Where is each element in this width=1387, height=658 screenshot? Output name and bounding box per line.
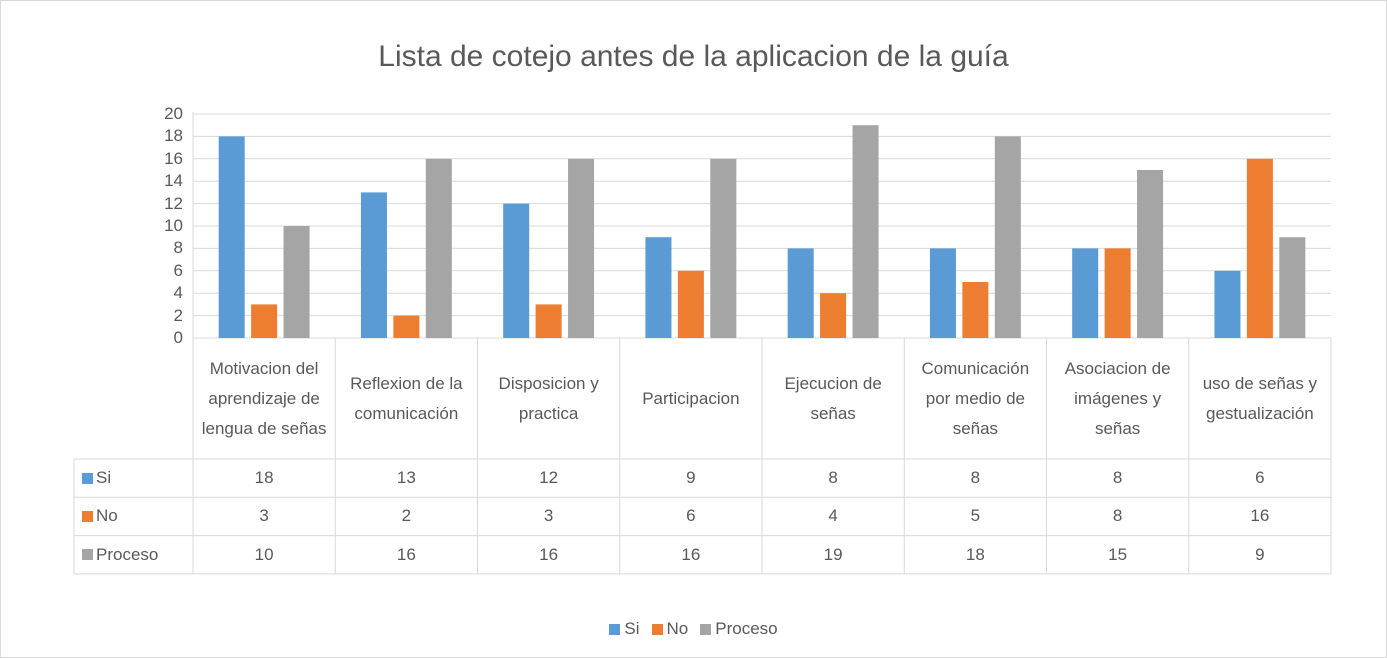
legend-item: No	[651, 617, 689, 641]
bar	[994, 136, 1021, 338]
bar	[535, 304, 562, 338]
x-tick-label: Reflexion de la comunicación	[350, 373, 463, 423]
table-value: 4	[828, 506, 838, 526]
table-value: 16	[539, 544, 559, 564]
table-value: 9	[686, 468, 696, 488]
table-value: 16	[396, 544, 416, 564]
table-value: 9	[1255, 544, 1265, 564]
table-value: 2	[401, 506, 412, 526]
bar	[360, 192, 387, 338]
bar	[962, 282, 989, 338]
x-tick-label: Disposicion y practica	[498, 373, 599, 423]
bar	[251, 304, 278, 338]
table-value: 18	[965, 544, 985, 564]
y-tick-label: 10	[164, 216, 183, 235]
table-value: 8	[828, 468, 838, 488]
table-value: 15	[1108, 544, 1128, 564]
table-row-header: Si	[82, 466, 111, 490]
bar	[393, 315, 420, 338]
bar	[677, 270, 704, 338]
table-value: 8	[1112, 506, 1123, 526]
bar	[425, 158, 452, 338]
bar	[1137, 170, 1164, 338]
x-tick-label: Motivacion del aprendizaje de lengua de …	[201, 358, 327, 438]
legend-item: Proceso	[700, 617, 778, 641]
table-value: 16	[681, 544, 701, 564]
table-value: 6	[686, 506, 696, 526]
chart-title: Lista de cotejo antes de la aplicacion d…	[378, 40, 1009, 73]
table-series-name: Proceso	[96, 544, 159, 564]
bar	[503, 203, 530, 338]
table-value: 10	[254, 544, 274, 564]
table-value: 5	[970, 506, 981, 526]
y-tick-label: 6	[173, 260, 183, 280]
legend: Si No Proceso	[1, 617, 1386, 641]
x-tick-label: Participacion	[642, 388, 740, 408]
legend-swatch	[609, 623, 621, 635]
table-value: 12	[539, 468, 559, 488]
bar	[218, 136, 245, 338]
bar	[929, 248, 956, 338]
legend-label: Proceso	[715, 619, 778, 638]
bar	[283, 226, 310, 338]
legend-swatch	[651, 623, 663, 635]
legend-item: Si	[609, 617, 640, 641]
y-tick-label: 8	[173, 238, 183, 258]
y-tick-label: 2	[173, 305, 183, 325]
y-tick-label: 4	[173, 283, 183, 303]
bar	[820, 293, 847, 338]
legend-swatch	[82, 549, 93, 561]
bar	[787, 248, 814, 338]
y-tick-label: 18	[164, 126, 183, 146]
bar	[568, 158, 595, 338]
bar	[1214, 270, 1241, 338]
table-row-header: Proceso	[82, 543, 158, 567]
table-series-name: No	[96, 506, 118, 526]
table-value: 3	[543, 506, 554, 526]
y-tick-label: 12	[164, 193, 183, 213]
y-tick-label: 16	[164, 148, 183, 168]
legend-label: Si	[624, 619, 640, 638]
x-tick-label: Comunicación por medio de señas	[921, 358, 1030, 438]
bar	[1104, 248, 1131, 338]
x-tick-label: Ejecucion de señas	[784, 373, 882, 423]
legend-label: No	[666, 619, 689, 638]
bar	[645, 237, 672, 338]
table-value: 6	[1255, 468, 1265, 488]
table-value: 18	[254, 468, 274, 488]
y-tick-label: 20	[164, 104, 183, 123]
bar	[1072, 248, 1099, 338]
legend-swatch	[700, 623, 712, 635]
bar	[710, 158, 737, 338]
x-tick-label: uso de señas y gestualización	[1202, 373, 1318, 423]
table-value: 8	[970, 468, 981, 488]
y-tick-label: 14	[164, 171, 183, 191]
table-value: 8	[1112, 468, 1123, 488]
table-value: 19	[823, 544, 843, 564]
table-series-name: Si	[96, 468, 112, 487]
table-value: 16	[1250, 506, 1270, 526]
table-value: 13	[396, 468, 416, 488]
legend-swatch	[82, 510, 93, 522]
bar	[852, 125, 879, 338]
table-value: 3	[259, 506, 269, 526]
x-tick-label: Asociacion de imágenes y señas	[1064, 358, 1171, 438]
table-row-header: No	[82, 504, 118, 528]
legend-swatch	[82, 472, 93, 484]
bar	[1279, 237, 1306, 338]
y-tick-label: 0	[173, 328, 183, 347]
bar	[1246, 158, 1273, 338]
